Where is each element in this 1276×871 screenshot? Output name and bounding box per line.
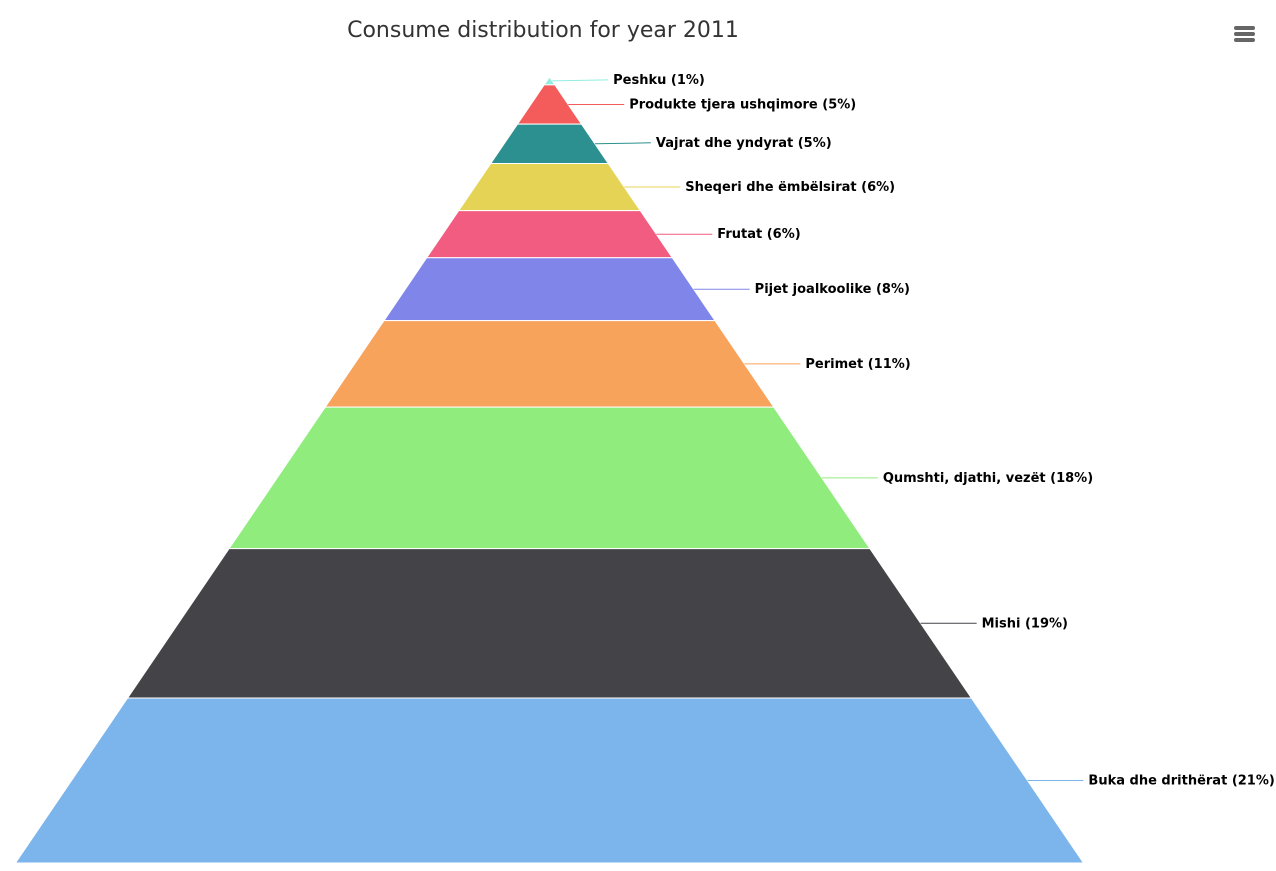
pyramid-slice-mishi[interactable] — [126, 548, 973, 699]
data-label-frutat: Frutat (6%) — [717, 227, 800, 242]
hamburger-menu-icon-bar-top — [1234, 26, 1255, 30]
pyramid-slice-frutat[interactable] — [425, 210, 674, 259]
data-label-sheqeri-dhe-embelsirat: Sheqeri dhe ëmbëlsirat (6%) — [685, 180, 895, 195]
data-label-produkte-tjera-ushqimore: Produkte tjera ushqimore (5%) — [629, 98, 856, 113]
pyramid-slice-buka-dhe-dritherat[interactable] — [14, 697, 1085, 864]
label-connectors — [552, 79, 1084, 781]
pyramid-slice-qumshti-djathi-vezet[interactable] — [228, 406, 871, 550]
data-label-perimet: Perimet (11%) — [805, 357, 910, 372]
hamburger-menu-icon-bar-middle — [1234, 32, 1255, 36]
data-label-vajrat-dhe-yndyrat: Vajrat dhe yndyrat (5%) — [656, 136, 832, 151]
pyramid-slice-perimet[interactable] — [324, 320, 775, 408]
data-label-qumshti-djathi-vezet: Qumshti, djathi, vezët (18%) — [883, 471, 1093, 486]
data-label-mishi: Mishi (19%) — [982, 616, 1068, 631]
chart-title: Consume distribution for year 2011 — [347, 18, 739, 43]
data-label-peshku: Peshku (1%) — [613, 73, 705, 88]
label-connector-peshku — [552, 79, 609, 82]
label-connector-vajrat-dhe-yndyrat — [594, 142, 651, 145]
data-label-buka-dhe-dritherat: Buka dhe drithërat (21%) — [1088, 773, 1274, 788]
data-labels: Peshku (1%) Produkte tjera ushqimore (5%)… — [613, 73, 1275, 789]
pyramid-slice-vajrat-dhe-yndyrat[interactable] — [489, 123, 610, 164]
hamburger-menu-icon-bar-bottom — [1234, 38, 1255, 42]
pyramid-slices — [14, 76, 1085, 864]
pyramid-slice-sheqeri-dhe-embelsirat[interactable] — [457, 162, 642, 212]
chart-context-menu-button[interactable] — [1228, 20, 1260, 48]
data-label-pijet-joalkoolike: Pijet joalkoolike (8%) — [755, 282, 910, 297]
pyramid-slice-pijet-joalkoolike[interactable] — [383, 257, 716, 322]
